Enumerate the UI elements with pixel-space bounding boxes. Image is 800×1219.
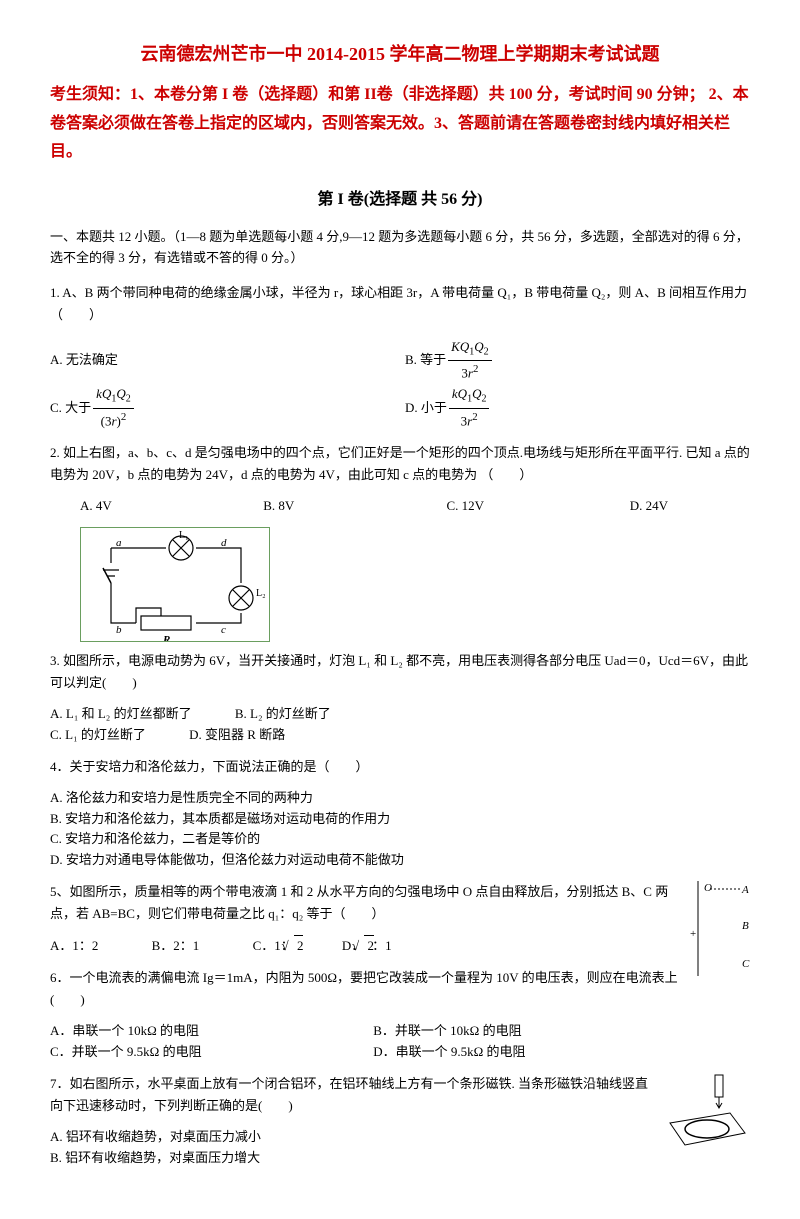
section-header: 第 I 卷(选择题 共 56 分) — [50, 187, 750, 213]
question-4-options: A. 洛伦兹力和安培力是性质完全不同的两种力 B. 安培力和洛伦兹力，其本质都是… — [50, 788, 750, 871]
question-3-options: A. L₁ 和 L₂ 的灯丝都断了 B. L₂ 的灯丝断了 C. L₁ 的灯丝断… — [50, 704, 750, 746]
q1-opt-d: D. 小于 kQ1Q23r2 — [405, 384, 491, 432]
q5-opt-b: B．2：1 — [152, 936, 200, 957]
svg-text:C: C — [742, 958, 750, 970]
svg-text:A: A — [741, 884, 749, 896]
section-intro: 一、本题共 12 小题。（1—8 题为单选题每小题 4 分,9—12 题为多选题… — [50, 227, 750, 269]
svg-text:L₂: L₂ — [256, 588, 266, 599]
exam-title: 云南德宏州芒市一中 2014-2015 学年高二物理上学期期末考试试题 — [50, 40, 750, 69]
q3-opt-d: D. 变阻器 R 断路 — [189, 725, 285, 746]
q6-opt-d: D．串联一个 9.5kΩ 的电阻 — [373, 1042, 525, 1063]
q6-opt-b: B．并联一个 10kΩ 的电阻 — [373, 1021, 521, 1042]
exam-instructions: 考生须知：1、本卷分第 I 卷（选择题）和第 II卷（非选择题）共 100 分，… — [50, 81, 750, 167]
question-1-options: A. 无法确定 B. 等于 KQ1Q23r2 C. 大于 kQ1Q2(3r)2 … — [50, 337, 750, 432]
q7-opt-b: B. 铝环有收缩趋势，对桌面压力增大 — [50, 1148, 750, 1169]
q6-opt-c: C．并联一个 9.5kΩ 的电阻 — [50, 1042, 330, 1063]
q2-opt-b: B. 8V — [263, 496, 403, 517]
svg-text:c: c — [221, 624, 226, 636]
q4-opt-d: D. 安培力对通电导体能做功，但洛伦兹力对运动电荷不能做功 — [50, 850, 750, 871]
question-6-options: A．串联一个 10kΩ 的电阻 B．并联一个 10kΩ 的电阻 C．并联一个 9… — [50, 1021, 750, 1063]
question-6: 6．一个电流表的满偏电流 Ig＝1mA，内阻为 500Ω，要把它改装成一个量程为… — [50, 967, 750, 1011]
q4-opt-b: B. 安培力和洛伦兹力，其本质都是磁场对运动电荷的作用力 — [50, 809, 750, 830]
svg-text:+: + — [690, 928, 696, 940]
question-7: 7．如右图所示，水平桌面上放有一个闭合铝环，在铝环轴线上方有一个条形磁铁. 当条… — [50, 1073, 750, 1117]
q3-opt-b: B. L₂ 的灯丝断了 — [235, 704, 331, 725]
svg-text:d: d — [221, 537, 227, 549]
q5-opt-c: C．1： 2√ — [253, 935, 289, 957]
q7-opt-a: A. 铝环有收缩趋势，对桌面压力减小 — [50, 1127, 750, 1148]
q2-opt-c: C. 12V — [447, 496, 587, 517]
circuit-diagram: a L₁ d L₂ b R c — [80, 527, 270, 642]
q1-opt-a: A. 无法确定 — [50, 337, 365, 385]
q4-opt-c: C. 安培力和洛伦兹力，二者是等价的 — [50, 829, 750, 850]
question-2: 2. 如上右图，a、b、c、d 是匀强电场中的四个点，它们正好是一个矩形的四个顶… — [50, 442, 750, 486]
svg-text:a: a — [116, 537, 122, 549]
q1-opt-c: C. 大于 kQ1Q2(3r)2 — [50, 384, 365, 432]
q6-opt-a: A．串联一个 10kΩ 的电阻 — [50, 1021, 330, 1042]
question-7-options: A. 铝环有收缩趋势，对桌面压力减小 B. 铝环有收缩趋势，对桌面压力增大 — [50, 1127, 750, 1169]
q5-opt-d: D． 2√ ：1 — [342, 935, 392, 957]
q3-opt-a: A. L₁ 和 L₂ 的灯丝都断了 — [50, 704, 192, 725]
question-5-options: A．1：2 B．2：1 C．1： 2√ D． 2√ ：1 — [50, 935, 750, 957]
question-5: 5、如图所示，质量相等的两个带电液滴 1 和 2 从水平方向的匀强电场中 O 点… — [50, 881, 750, 925]
magnet-ring-diagram — [660, 1073, 750, 1153]
question-1: 1. A、B 两个带同种电荷的绝缘金属小球，半径为 r，球心相距 3r，A 带电… — [50, 282, 750, 326]
q3-opt-c: C. L₁ 的灯丝断了 — [50, 725, 146, 746]
electric-field-diagram: O A B C + — [690, 881, 750, 976]
svg-text:R: R — [162, 634, 170, 641]
q2-opt-a: A. 4V — [80, 496, 220, 517]
question-2-options: A. 4V B. 8V C. 12V D. 24V — [50, 496, 750, 517]
svg-text:B: B — [742, 920, 749, 932]
svg-text:b: b — [116, 624, 122, 636]
svg-text:L₁: L₁ — [179, 530, 189, 541]
q5-opt-a: A．1：2 — [50, 936, 98, 957]
svg-text:O: O — [704, 882, 712, 894]
q2-opt-d: D. 24V — [630, 496, 668, 517]
q4-opt-a: A. 洛伦兹力和安培力是性质完全不同的两种力 — [50, 788, 750, 809]
q1-opt-b: B. 等于 KQ1Q23r2 — [405, 337, 494, 385]
question-3: 3. 如图所示，电源电动势为 6V，当开关接通时，灯泡 L₁ 和 L₂ 都不亮，… — [50, 650, 750, 694]
question-4: 4．关于安培力和洛伦兹力，下面说法正确的是（ ） — [50, 756, 750, 778]
